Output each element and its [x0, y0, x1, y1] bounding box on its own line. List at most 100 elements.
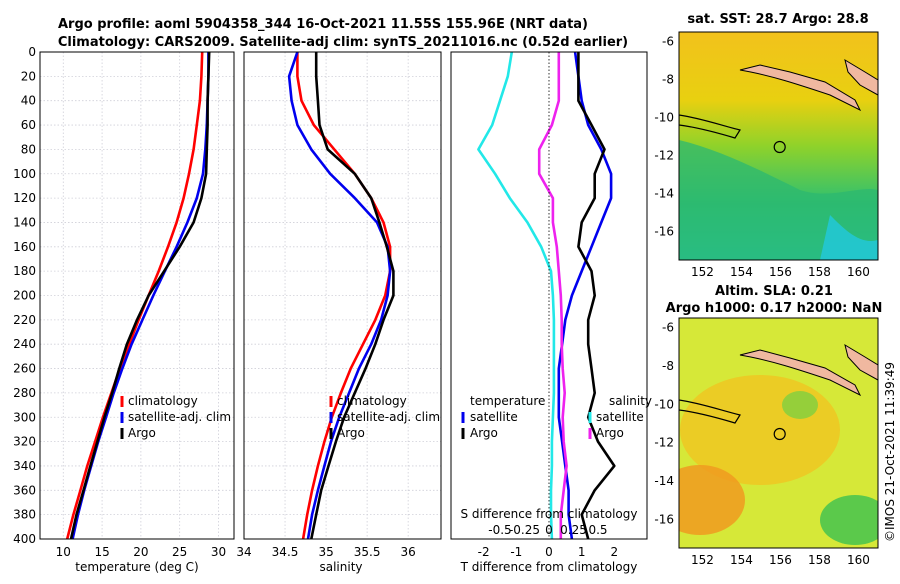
diff-line-s-argo — [537, 52, 568, 539]
depth-tick-label: 340 — [13, 459, 36, 473]
sla-land-solomons — [739, 349, 862, 397]
sla-low-region — [820, 495, 878, 545]
lat-tick-label: -14 — [654, 187, 674, 201]
depth-tick-label: 220 — [13, 313, 36, 327]
difference-panel: -2 -1 0 1 2 -0.5-0.25 0 0.25 0.5 T difference f… — [450, 51, 652, 574]
x-tick-label: 36 — [401, 545, 416, 559]
s-tick-label: 0.25 — [560, 523, 587, 537]
lat-tick-label: -10 — [654, 111, 674, 125]
depth-tick-label: 160 — [13, 240, 36, 254]
depth-tick-label: 140 — [13, 215, 36, 229]
depth-tick-label: 300 — [13, 410, 36, 424]
legend-temperature-title: temperature — [470, 394, 545, 408]
lat-tick-label: -8 — [662, 73, 674, 87]
legend-climatology: climatology — [337, 394, 407, 408]
lon-tick-label: 154 — [730, 553, 753, 567]
sla-map-subtitle: Argo h1000: 0.17 h2000: NaN — [666, 301, 883, 316]
temperature-panel: 0 20 40 60 80 100 120 140 160 180 200 220 240 260 280 3… — [13, 45, 235, 574]
lat-tick-label: -8 — [662, 359, 674, 373]
depth-tick-label: 120 — [13, 191, 36, 205]
legend-climatology: climatology — [128, 394, 198, 408]
difference-frame — [450, 51, 648, 540]
x-tick-label: 10 — [56, 545, 71, 559]
t-tick-label: 1 — [578, 545, 586, 559]
lon-tick-label: 154 — [730, 265, 753, 279]
series-line-argo — [310, 52, 395, 540]
series-line-satellite-adj-clim — [287, 51, 392, 540]
depth-tick-label: 40 — [21, 94, 36, 108]
t-tick-label: 0 — [545, 545, 553, 559]
series-line-climatology — [296, 52, 392, 540]
sla-map-title: Altim. SLA: 0.21 — [715, 284, 833, 299]
depth-tick-label: 240 — [13, 337, 36, 351]
sla-map-frame — [678, 317, 879, 549]
sst-argo-marker — [773, 140, 786, 154]
diff-line-s-satellite — [477, 51, 556, 540]
sla-peak-region — [679, 465, 745, 535]
sla-land-east — [844, 343, 878, 381]
diff-line-t-argo — [577, 52, 616, 540]
diff-line-t-satellite — [557, 51, 613, 540]
lon-tick-label: 156 — [769, 553, 792, 567]
depth-tick-label: 280 — [13, 386, 36, 400]
sst-land-solomons — [739, 64, 862, 112]
s-tick-label: -0.5 — [488, 523, 511, 537]
sst-map-title: sat. SST: 28.7 Argo: 28.8 — [687, 12, 868, 27]
x-tick-label: 34.5 — [272, 545, 299, 559]
sla-argo-marker — [773, 427, 786, 441]
legend-s-argo: Argo — [596, 426, 624, 440]
lon-tick-label: 158 — [808, 553, 831, 567]
depth-tick-label: 100 — [13, 167, 36, 181]
lon-tick-label: 152 — [691, 265, 714, 279]
temperature-legend: climatology satellite-adj. clim Argo — [120, 394, 231, 440]
legend-satellite: satellite-adj. clim — [128, 410, 231, 424]
depth-tick-label: 360 — [13, 483, 36, 497]
lon-tick-label: 160 — [847, 553, 870, 567]
legend-satellite: satellite-adj. clim — [337, 410, 440, 424]
sst-map-frame — [678, 31, 879, 261]
depth-tick-label: 80 — [21, 142, 36, 156]
lon-tick-label: 158 — [808, 265, 831, 279]
title-line-2: Climatology: CARS2009. Satellite-adj cli… — [58, 35, 628, 50]
lat-tick-label: -12 — [654, 149, 674, 163]
sst-map: sat. SST: 28.7 Argo: 28.8 152 154 156 158 16… — [654, 12, 879, 279]
difference-legend-temperature: temperature satellite Argo — [461, 394, 545, 440]
salinity-panel: 34 34.5 35 35.5 36 salinity climatology sate… — [236, 51, 442, 574]
t-tick-label: -1 — [510, 545, 522, 559]
legend-s-satellite: satellite — [596, 410, 644, 424]
sla-low-spot — [782, 391, 818, 419]
sla-coastline — [679, 399, 741, 424]
x-tick-label: 35.5 — [354, 545, 381, 559]
depth-tick-label: 380 — [13, 508, 36, 522]
depth-tick-label: 180 — [13, 264, 36, 278]
depth-tick-label: 200 — [13, 289, 36, 303]
legend-salinity-title: salinity — [609, 394, 652, 408]
sst-coastline — [679, 114, 741, 139]
depth-tick-label: 320 — [13, 435, 36, 449]
depth-tick-label: 20 — [21, 69, 36, 83]
salinity-legend: climatology satellite-adj. clim Argo — [329, 394, 440, 440]
t-difference-xlabel: T difference from climatology — [460, 560, 638, 574]
lat-tick-label: -16 — [654, 225, 674, 239]
x-tick-label: 30 — [211, 545, 226, 559]
legend-t-argo: Argo — [470, 426, 498, 440]
lon-tick-label: 152 — [691, 553, 714, 567]
temperature-frame — [39, 51, 235, 540]
s-tick-label: -0.25 — [509, 523, 540, 537]
depth-tick-label: 400 — [13, 532, 36, 546]
lat-tick-label: -10 — [654, 397, 674, 411]
series-line-argo — [69, 51, 211, 540]
lat-tick-label: -14 — [654, 474, 674, 488]
salinity-xlabel: salinity — [319, 560, 362, 574]
title-line-1: Argo profile: aoml 5904358_344 16-Oct-20… — [58, 17, 588, 32]
sst-land-east — [844, 58, 878, 96]
legend-argo: Argo — [337, 426, 365, 440]
depth-tick-label: 260 — [13, 362, 36, 376]
depth-tick-label: 0 — [28, 45, 36, 59]
x-tick-label: 15 — [94, 545, 109, 559]
sst-coldest-region — [820, 215, 878, 260]
s-tick-label: 0.5 — [588, 523, 607, 537]
legend-argo: Argo — [128, 426, 156, 440]
